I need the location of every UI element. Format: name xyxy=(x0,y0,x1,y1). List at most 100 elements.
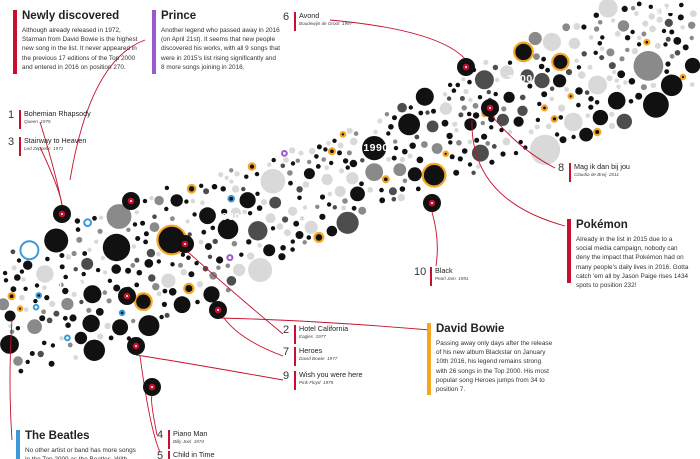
song-bubble xyxy=(386,156,391,162)
song-rank: 9 xyxy=(283,370,290,382)
song-bubble xyxy=(247,211,253,216)
song-bubble xyxy=(156,291,162,297)
song-bubble xyxy=(98,215,104,220)
song-bubble xyxy=(407,167,422,182)
song-bubble xyxy=(392,115,397,121)
song-bubble xyxy=(170,262,175,267)
song-bubble xyxy=(636,1,642,7)
song-bubble xyxy=(156,259,161,264)
song-bubble xyxy=(295,158,300,163)
song-bubble xyxy=(493,91,498,97)
song-bubble xyxy=(226,254,234,262)
song-artist: Claudia de Breij xyxy=(574,172,607,177)
song-bubble xyxy=(397,102,407,113)
song-bubble xyxy=(16,305,24,313)
song-bubble xyxy=(13,356,23,366)
song-bubble xyxy=(673,37,682,45)
song-bubble xyxy=(212,238,218,245)
song-bubble xyxy=(209,271,218,280)
song-bubble xyxy=(502,137,511,146)
song-bubble xyxy=(665,61,671,67)
song-bubble xyxy=(415,87,434,106)
leader-line xyxy=(223,317,284,357)
song-bubble xyxy=(628,78,636,85)
song-bubble xyxy=(513,41,534,63)
song-bubble xyxy=(665,36,671,42)
song-bubble xyxy=(92,215,97,221)
song-bubble xyxy=(471,170,476,175)
song-bubble xyxy=(448,140,453,145)
song-bubble xyxy=(353,131,359,136)
song-bubble xyxy=(477,95,483,100)
song-bubble xyxy=(50,343,56,348)
song-bubble xyxy=(162,288,168,294)
song-bubble xyxy=(327,191,333,197)
song-bubble xyxy=(513,116,524,127)
song-bubble xyxy=(87,247,92,252)
song-bubble xyxy=(15,326,21,331)
song-bubble xyxy=(625,47,630,53)
song-bubble xyxy=(73,355,79,360)
song-bubble xyxy=(598,0,618,18)
song-bubble xyxy=(192,212,197,217)
song-bubble xyxy=(234,171,240,177)
song-bubble xyxy=(636,42,642,47)
song-bubble xyxy=(216,265,221,270)
song-bubble xyxy=(58,282,64,288)
song-bubble xyxy=(144,259,154,268)
song-bubble xyxy=(640,84,647,91)
song-bubble xyxy=(574,58,579,63)
song-artist: Led Zeppelin xyxy=(24,146,51,151)
song-bubble xyxy=(594,100,600,105)
song-bubble xyxy=(218,172,224,178)
song-bubble xyxy=(204,243,212,250)
song-bubble xyxy=(188,271,195,278)
song-bubble xyxy=(471,144,489,162)
song-bubble xyxy=(75,227,81,232)
song-bubble xyxy=(466,111,472,117)
song-bubble xyxy=(164,185,170,191)
song-bubble xyxy=(623,80,628,85)
song-bubble xyxy=(597,20,603,25)
song-bubble xyxy=(409,142,416,149)
song-bubble xyxy=(350,186,365,202)
song-bubble xyxy=(650,82,657,89)
song-bubble xyxy=(393,139,398,144)
song-bubble xyxy=(42,285,47,291)
song-bubble xyxy=(19,240,40,261)
song-bubble xyxy=(308,147,316,155)
song-bubble xyxy=(246,239,252,245)
song-bubble xyxy=(314,154,319,159)
song-label-rank-10: 10 Black Pearl Jam 1991 xyxy=(414,266,504,288)
song-bubble xyxy=(202,265,209,272)
song-bubble xyxy=(528,31,542,46)
song-bubble xyxy=(593,50,598,55)
song-bubble xyxy=(170,216,175,222)
song-bubble xyxy=(393,145,399,151)
leader-line xyxy=(219,317,431,331)
song-bubble xyxy=(0,298,10,311)
song-rank: 3 xyxy=(8,136,15,148)
song-bubble xyxy=(217,218,239,240)
song-bubble xyxy=(503,91,515,103)
song-bubble xyxy=(86,307,92,313)
song-bubble xyxy=(593,26,600,32)
song-bubble xyxy=(643,38,651,46)
song-bubble xyxy=(600,35,605,40)
song-bubble xyxy=(549,96,554,102)
song-bubble xyxy=(194,261,199,266)
song-bubble xyxy=(302,181,310,188)
song-bubble xyxy=(185,219,190,224)
leader-line xyxy=(431,211,438,267)
song-bubble xyxy=(674,50,681,56)
song-bubble xyxy=(21,277,26,282)
year-label: 1990 xyxy=(363,142,388,154)
song-bubble xyxy=(648,13,655,20)
song-bubble xyxy=(154,195,164,206)
song-bubble xyxy=(439,102,453,115)
song-bubble xyxy=(669,29,675,35)
song-year: 1977 xyxy=(327,356,338,361)
song-title: Black xyxy=(435,266,453,275)
song-bubble xyxy=(100,255,106,261)
song-bubble xyxy=(593,12,599,18)
